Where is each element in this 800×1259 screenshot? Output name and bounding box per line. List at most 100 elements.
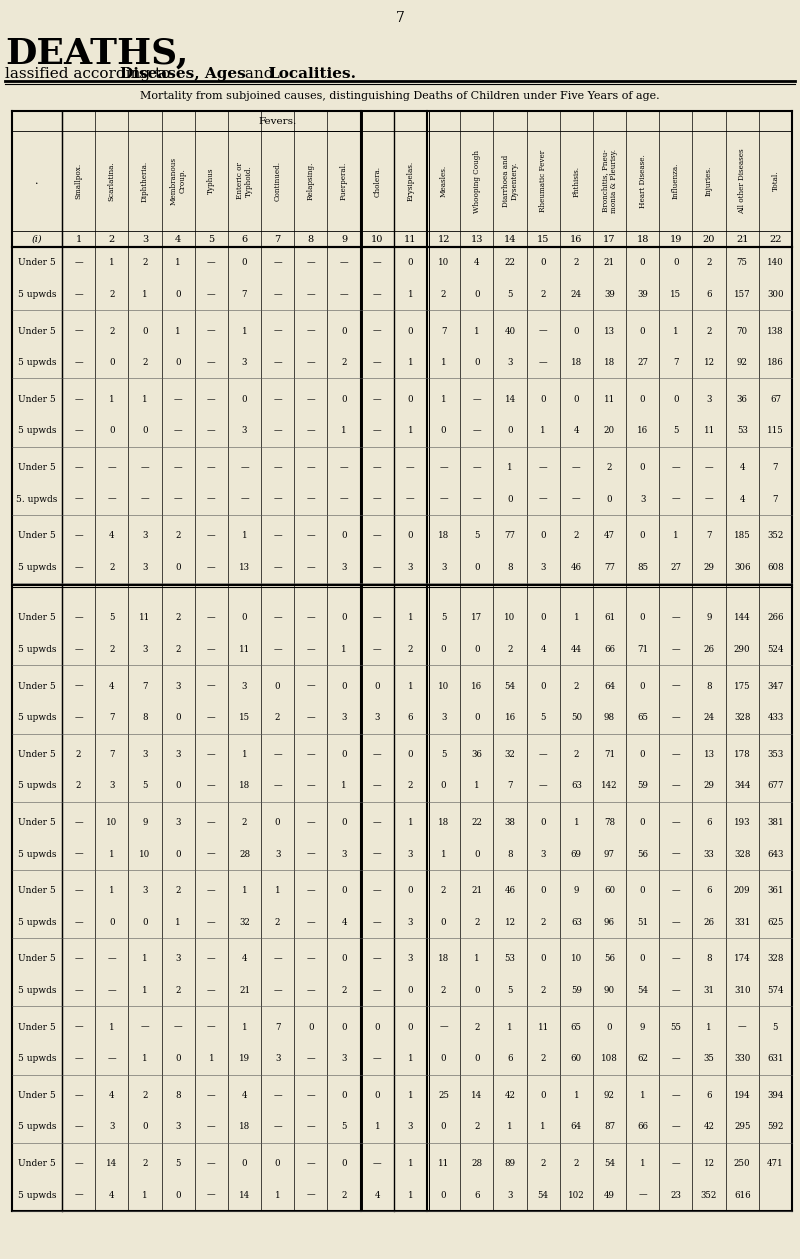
Text: —: — — [373, 290, 382, 298]
Text: —: — — [74, 681, 83, 691]
Text: —: — — [406, 463, 414, 472]
Text: 0: 0 — [640, 886, 646, 895]
Text: —: — — [671, 850, 680, 859]
Text: —: — — [373, 818, 382, 827]
Text: 63: 63 — [571, 918, 582, 927]
Text: 295: 295 — [734, 1123, 750, 1132]
Text: 306: 306 — [734, 563, 750, 572]
Text: 21: 21 — [471, 886, 482, 895]
Text: 1: 1 — [175, 326, 181, 335]
Text: —: — — [306, 1123, 315, 1132]
Text: —: — — [207, 358, 216, 368]
Text: —: — — [74, 886, 83, 895]
Text: 3: 3 — [109, 782, 114, 791]
Text: 193: 193 — [734, 818, 750, 827]
Text: —: — — [671, 1123, 680, 1132]
Text: 2: 2 — [574, 258, 579, 267]
Text: 1: 1 — [441, 395, 446, 404]
Text: 0: 0 — [640, 613, 646, 622]
Text: 11: 11 — [139, 613, 150, 622]
Text: 71: 71 — [637, 645, 648, 653]
Text: 1: 1 — [109, 1022, 114, 1031]
Text: 0: 0 — [640, 531, 646, 540]
Text: 5 upwds: 5 upwds — [18, 358, 56, 368]
Text: —: — — [539, 750, 547, 759]
Text: 3: 3 — [441, 563, 446, 572]
Text: 352: 352 — [767, 531, 783, 540]
Text: 10: 10 — [438, 258, 450, 267]
Text: 50: 50 — [570, 713, 582, 723]
Text: 5: 5 — [507, 986, 513, 995]
Text: 7: 7 — [441, 326, 446, 335]
Text: 0: 0 — [407, 986, 414, 995]
Text: 98: 98 — [604, 713, 615, 723]
Text: —: — — [373, 358, 382, 368]
Text: 6: 6 — [706, 290, 712, 298]
Text: Under 5: Under 5 — [18, 1090, 56, 1100]
Text: 2: 2 — [706, 326, 712, 335]
Text: 9: 9 — [640, 1022, 646, 1031]
Text: 19: 19 — [239, 1054, 250, 1064]
Text: 8: 8 — [175, 1090, 181, 1100]
Text: 18: 18 — [239, 782, 250, 791]
Text: 5 upwds: 5 upwds — [18, 1054, 56, 1064]
Text: 2: 2 — [474, 918, 479, 927]
Text: 0: 0 — [342, 395, 347, 404]
Text: —: — — [74, 1022, 83, 1031]
Text: 16: 16 — [637, 427, 648, 436]
Text: 8: 8 — [706, 681, 712, 691]
Text: —: — — [207, 531, 216, 540]
Text: Under 5: Under 5 — [18, 750, 56, 759]
Text: —: — — [74, 986, 83, 995]
Text: 4: 4 — [109, 1191, 114, 1200]
Text: —: — — [306, 645, 315, 653]
Text: .: . — [35, 176, 38, 186]
Text: 0: 0 — [175, 563, 181, 572]
Text: —: — — [207, 1160, 216, 1168]
Text: 330: 330 — [734, 1054, 750, 1064]
Text: 66: 66 — [637, 1123, 648, 1132]
Text: —: — — [207, 918, 216, 927]
Text: 5 upwds: 5 upwds — [18, 427, 56, 436]
Text: —: — — [207, 1022, 216, 1031]
Text: 3: 3 — [342, 563, 346, 572]
Text: 1: 1 — [142, 1054, 148, 1064]
Text: 89: 89 — [504, 1160, 515, 1168]
Text: —: — — [306, 681, 315, 691]
Text: 592: 592 — [767, 1123, 784, 1132]
Text: 8: 8 — [507, 563, 513, 572]
Text: 5 upwds: 5 upwds — [18, 563, 56, 572]
Text: Typhus: Typhus — [207, 167, 215, 194]
Text: Under 5: Under 5 — [18, 463, 56, 472]
Text: 4: 4 — [175, 234, 182, 243]
Text: 2: 2 — [175, 886, 181, 895]
Text: 0: 0 — [474, 713, 479, 723]
Text: 60: 60 — [604, 886, 615, 895]
Text: —: — — [207, 986, 216, 995]
Text: 6: 6 — [408, 713, 413, 723]
Text: 2: 2 — [408, 645, 413, 653]
Text: 2: 2 — [76, 750, 82, 759]
Text: 1: 1 — [242, 750, 247, 759]
Text: —: — — [306, 531, 315, 540]
Text: —: — — [207, 1191, 216, 1200]
Text: 0: 0 — [342, 1090, 347, 1100]
Text: 25: 25 — [438, 1090, 449, 1100]
Text: 5 upwds: 5 upwds — [18, 782, 56, 791]
Text: 60: 60 — [570, 1054, 582, 1064]
Text: 0: 0 — [342, 750, 347, 759]
Text: 28: 28 — [239, 850, 250, 859]
Text: —: — — [74, 326, 83, 335]
Text: 18: 18 — [570, 358, 582, 368]
Text: 3: 3 — [408, 850, 413, 859]
Text: 643: 643 — [767, 850, 783, 859]
Text: 0: 0 — [507, 427, 513, 436]
Text: 0: 0 — [673, 258, 678, 267]
Text: 8: 8 — [308, 234, 314, 243]
Text: —: — — [306, 1191, 315, 1200]
Text: 7: 7 — [673, 358, 678, 368]
Text: 3: 3 — [242, 681, 247, 691]
Text: 1: 1 — [673, 326, 678, 335]
Text: —: — — [74, 713, 83, 723]
Text: 1: 1 — [142, 986, 148, 995]
